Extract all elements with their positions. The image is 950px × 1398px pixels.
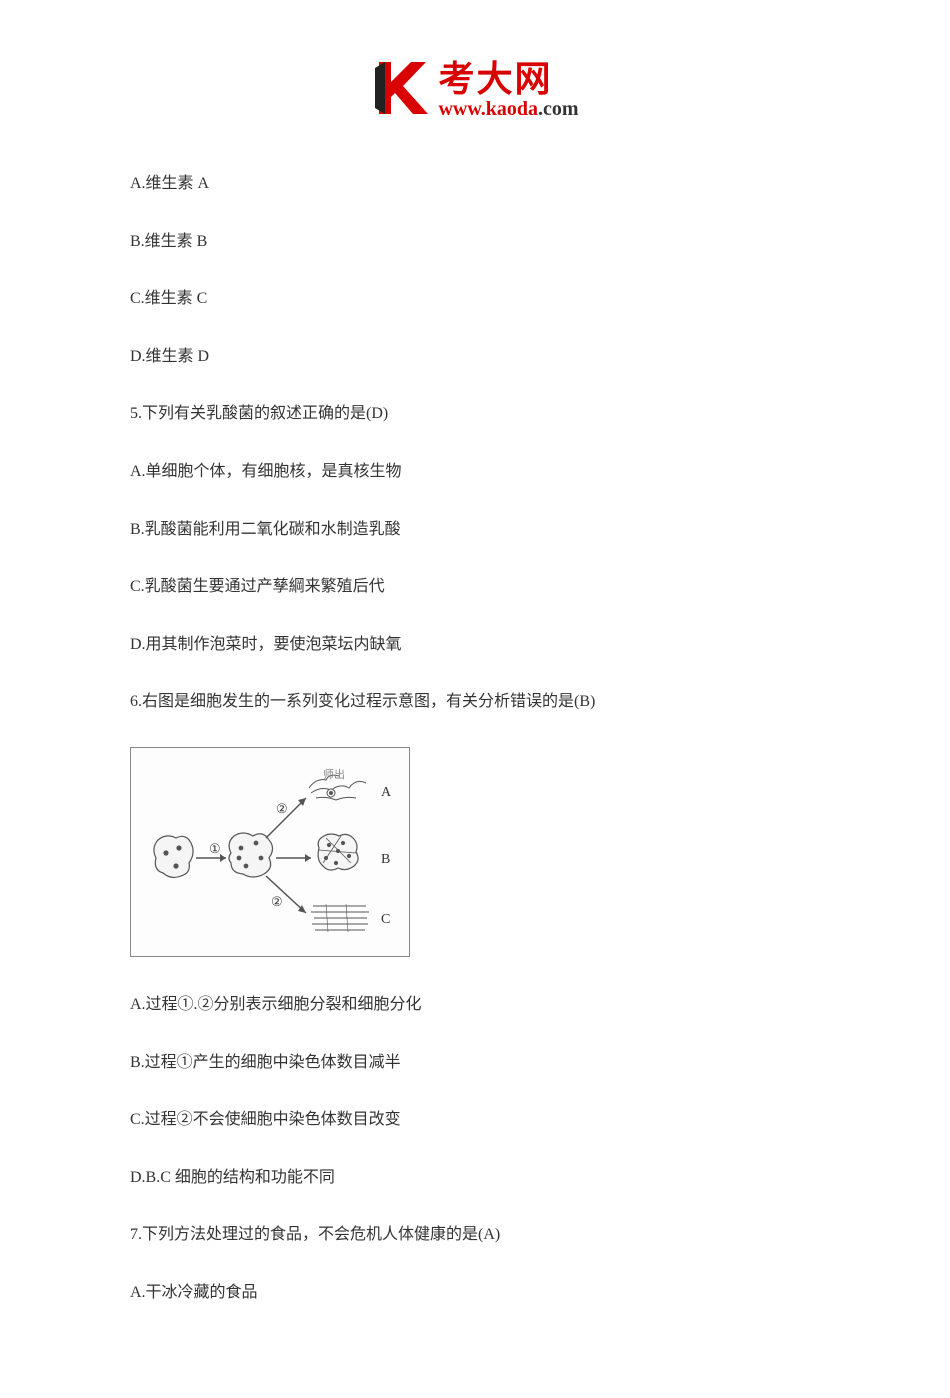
q6-question: 6.右图是细胞发生的一系列变化过程示意图，有关分析错误的是(B) (130, 689, 820, 715)
q5-option-c: C.乳酸菌生要通过产孳綱来繁殖后代 (130, 574, 820, 600)
logo-url-domain-red: kaoda (486, 98, 538, 120)
q5-option-a: A.单细胞个体，有细胞核，是真核生物 (130, 459, 820, 485)
logo: 考大网 www.kaoda.com (371, 60, 578, 121)
q6-option-d: D.B.C 细胞的结构和功能不同 (130, 1165, 820, 1191)
logo-chinese-text: 考大网 (438, 61, 578, 97)
q4-option-a: A.维生素 A (130, 171, 820, 197)
q5-option-d: D.用其制作泡菜时，要使泡菜坛内缺氧 (130, 632, 820, 658)
logo-header: 考大网 www.kaoda.com (130, 60, 820, 121)
label-process1: ① (209, 841, 221, 856)
q6-diagram: ① ② 师 (130, 747, 410, 957)
logo-url-www: www. (438, 98, 485, 120)
logo-text: 考大网 www.kaoda.com (438, 61, 578, 121)
divided-cells (229, 833, 273, 877)
q5-option-b: B.乳酸菌能利用二氧化碳和水制造乳酸 (130, 517, 820, 543)
q5-question: 5.下列有关乳酸菌的叙述正确的是(D) (130, 401, 820, 427)
label-process2-bottom: ② (271, 894, 283, 909)
q7-option-a: A.干冰冷藏的食品 (130, 1280, 820, 1306)
label-b: B (381, 852, 390, 867)
tissue-c (311, 904, 369, 932)
q7-question: 7.下列方法处理过的食品，不会危机人体健康的是(A) (130, 1222, 820, 1248)
q6-option-c: C.过程②不会使細胞中染色体数目改变 (130, 1107, 820, 1133)
q6-option-b: B.过程①产生的细胞中染色体数目减半 (130, 1050, 820, 1076)
logo-url: www.kaoda.com (438, 97, 578, 121)
tissue-b (318, 834, 358, 870)
logo-k-icon (371, 60, 429, 121)
label-a: A (381, 785, 392, 800)
q4-option-b: B.维生素 B (130, 229, 820, 255)
original-cells (154, 836, 193, 878)
q4-option-c: C.维生素 C (130, 286, 820, 312)
q6-option-a: A.过程①.②分别表示细胞分裂和细胞分化 (130, 992, 820, 1018)
q6-diagram-container: ① ② 师 (130, 747, 820, 957)
label-note: 师出 (323, 767, 345, 781)
label-process2-top: ② (276, 801, 288, 816)
q4-option-d: D.维生素 D (130, 344, 820, 370)
cell-diagram-svg: ① ② 师 (131, 748, 411, 958)
label-c: C (381, 912, 390, 927)
logo-url-suffix: .com (538, 98, 579, 120)
